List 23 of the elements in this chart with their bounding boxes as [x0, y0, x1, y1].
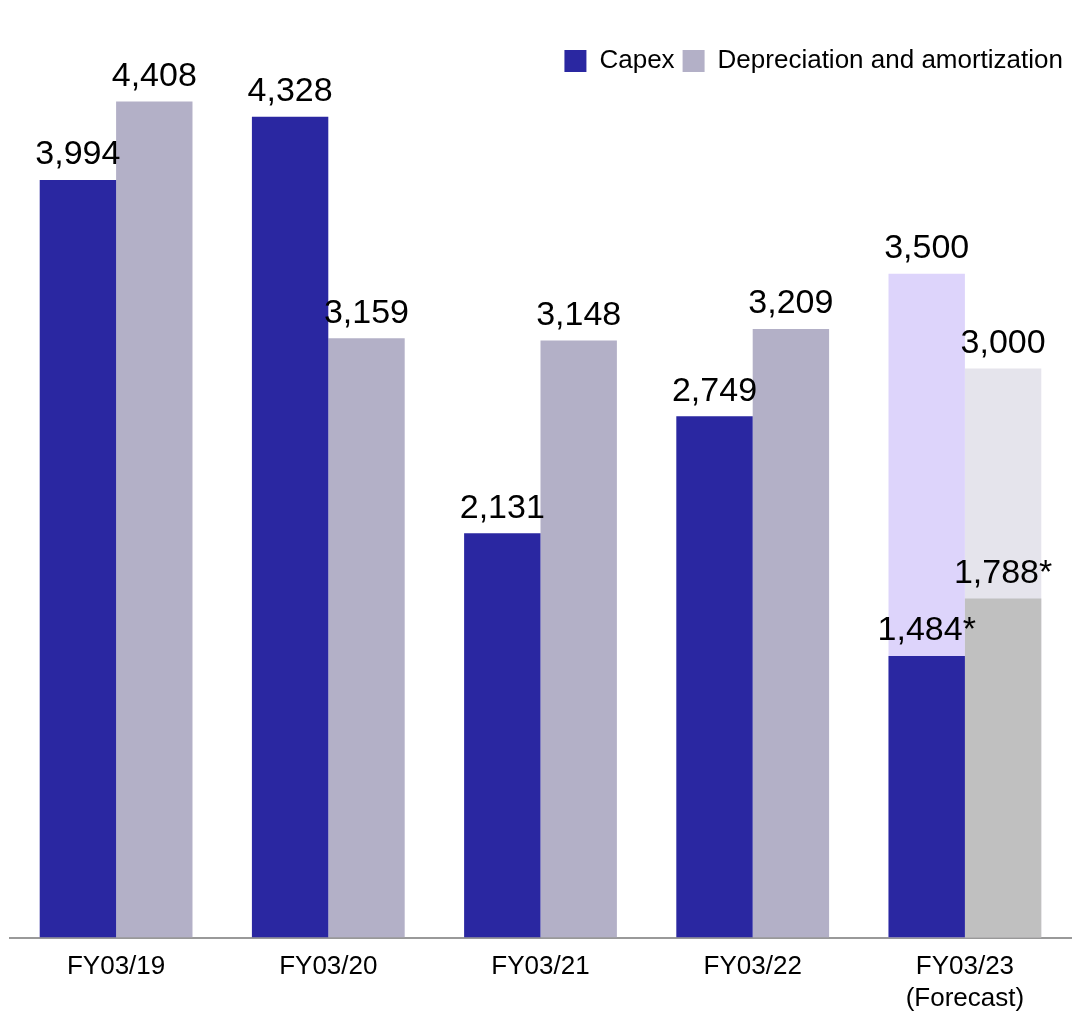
bar	[676, 416, 753, 938]
data-label: 3,500	[884, 227, 970, 266]
data-label: 4,328	[247, 70, 333, 108]
data-label: 1,788*	[953, 551, 1053, 590]
x-tick-label: FY03/19	[66, 950, 166, 981]
bar	[888, 656, 965, 938]
bar	[464, 533, 541, 938]
data-label: 3,209	[748, 282, 834, 321]
data-label: 3,994	[35, 133, 121, 172]
data-label: 2,131	[459, 486, 545, 525]
legend-label: Capex	[599, 44, 675, 75]
data-label: 4,408	[111, 54, 197, 93]
legend-label: Depreciation and amortization	[717, 44, 1064, 75]
x-tick-label: FY03/22	[703, 950, 802, 981]
data-label: 1,484*	[877, 609, 976, 648]
x-tick-label: FY03/23 (Forecast)	[905, 950, 1025, 1012]
x-tick-label: FY03/21	[491, 950, 590, 981]
x-tick-label: FY03/20	[279, 950, 378, 981]
data-label: 3,000	[960, 321, 1046, 360]
bar	[39, 179, 117, 938]
bar	[328, 338, 405, 938]
data-label: 2,749	[671, 369, 758, 408]
data-label: 3,148	[536, 293, 622, 332]
